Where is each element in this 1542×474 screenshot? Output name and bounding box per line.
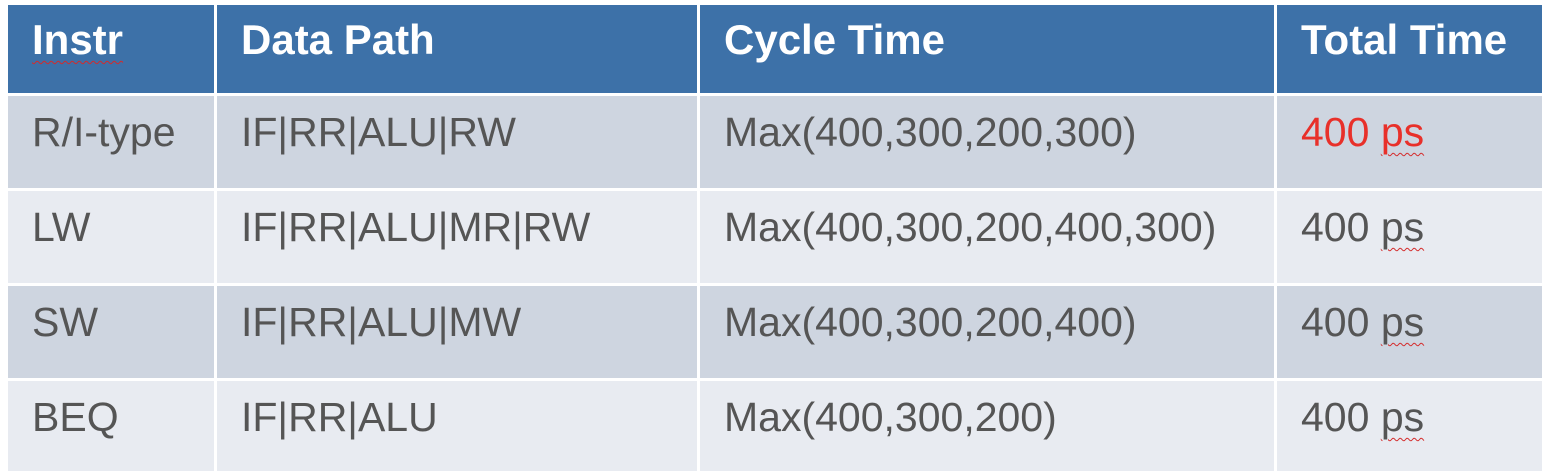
row-sw-total-time: 400 ps [1277,286,1542,378]
timing-table: Instr Data Path Cycle Time Total Time R/… [8,5,1542,471]
total-time-unit: ps [1380,204,1425,250]
row-r-type-data-path: IF|RR|ALU|RW [217,96,697,188]
row-r-type-total-time: 400 ps [1277,96,1542,188]
row-sw-total-time-value: 400 ps [1301,299,1425,345]
header-total-time: Total Time [1277,5,1542,93]
row-sw-data-path: IF|RR|ALU|MW [217,286,697,378]
row-r-type-cycle-time: Max(400,300,200,300) [700,96,1274,188]
total-time-unit: ps [1380,394,1425,440]
header-data-path: Data Path [217,5,697,93]
row-lw-total-time-value: 400 ps [1301,204,1425,250]
row-beq-data-path: IF|RR|ALU [217,381,697,471]
header-instr: Instr [8,5,214,93]
row-sw-cycle-time: Max(400,300,200,400) [700,286,1274,378]
row-lw-data-path: IF|RR|ALU|MR|RW [217,191,697,283]
row-r-type-instr: R/I-type [8,96,214,188]
row-r-type-total-time-value: 400 ps [1301,109,1425,155]
row-beq-cycle-time: Max(400,300,200) [700,381,1274,471]
row-beq-total-time: 400 ps [1277,381,1542,471]
header-cycle-time: Cycle Time [700,5,1274,93]
row-lw-total-time: 400 ps [1277,191,1542,283]
row-lw-cycle-time: Max(400,300,200,400,300) [700,191,1274,283]
total-time-unit: ps [1380,299,1425,345]
row-lw-instr: LW [8,191,214,283]
header-instr-label: Instr [32,16,124,63]
total-time-unit: ps [1380,109,1425,155]
row-beq-instr: BEQ [8,381,214,471]
row-sw-instr: SW [8,286,214,378]
row-beq-total-time-value: 400 ps [1301,394,1425,440]
